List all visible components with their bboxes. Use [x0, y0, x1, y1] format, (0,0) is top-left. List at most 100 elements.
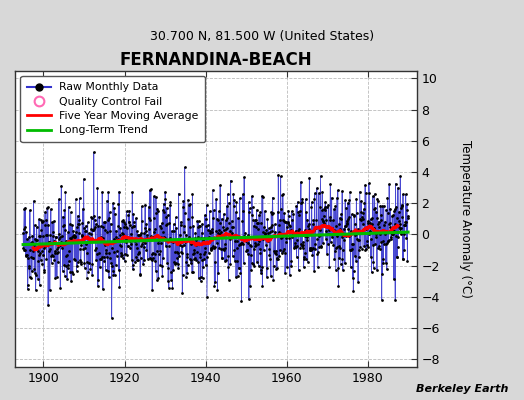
Point — [24, 265, 32, 271]
Point — [86, 266, 94, 272]
Point — [394, 244, 402, 250]
Point — [273, 256, 281, 262]
Point — [116, 224, 124, 231]
Point — [339, 247, 347, 254]
Point — [354, 278, 362, 285]
Point — [238, 191, 247, 197]
Point — [261, 230, 270, 236]
Point — [300, 250, 309, 257]
Point — [184, 236, 193, 243]
Point — [316, 244, 325, 250]
Point — [386, 224, 395, 230]
Point — [101, 242, 109, 248]
Point — [260, 234, 269, 241]
Point — [281, 270, 289, 276]
Point — [402, 235, 411, 241]
Point — [374, 244, 382, 251]
Point — [90, 149, 98, 155]
Point — [122, 235, 130, 242]
Point — [166, 235, 174, 241]
Point — [24, 254, 32, 261]
Point — [105, 250, 114, 256]
Point — [150, 193, 158, 200]
Point — [64, 229, 72, 235]
Point — [389, 228, 398, 234]
Point — [31, 287, 40, 293]
Point — [403, 215, 412, 221]
Point — [223, 225, 232, 232]
Point — [308, 199, 316, 205]
Point — [312, 225, 320, 232]
Point — [197, 234, 205, 241]
Point — [225, 219, 234, 226]
Point — [272, 255, 281, 261]
Point — [157, 225, 166, 231]
Point — [176, 239, 184, 245]
Point — [293, 199, 302, 205]
Point — [50, 218, 58, 224]
Point — [32, 224, 41, 230]
Point — [60, 222, 68, 228]
Point — [115, 284, 124, 290]
Point — [299, 242, 307, 248]
Point — [28, 232, 37, 239]
Point — [103, 229, 112, 236]
Point — [82, 241, 91, 248]
Point — [291, 227, 300, 234]
Point — [335, 221, 343, 227]
Point — [159, 229, 167, 236]
Point — [367, 254, 375, 260]
Point — [363, 238, 372, 244]
Point — [210, 245, 219, 251]
Point — [287, 226, 295, 233]
Point — [39, 252, 48, 258]
Point — [36, 233, 44, 240]
Point — [340, 237, 348, 243]
Point — [299, 264, 308, 270]
Point — [56, 285, 64, 292]
Point — [42, 256, 51, 262]
Point — [75, 220, 83, 227]
Point — [113, 237, 121, 243]
Point — [357, 209, 366, 215]
Point — [102, 250, 111, 256]
Point — [104, 214, 113, 221]
Point — [234, 233, 243, 239]
Point — [373, 267, 381, 273]
Point — [45, 238, 53, 245]
Point — [330, 227, 338, 233]
Point — [339, 267, 347, 273]
Point — [336, 244, 345, 251]
Point — [126, 230, 135, 237]
Point — [292, 254, 301, 260]
Point — [233, 244, 241, 251]
Point — [394, 234, 402, 240]
Point — [402, 206, 411, 213]
Point — [204, 240, 212, 246]
Point — [215, 227, 223, 234]
Point — [381, 260, 390, 266]
Point — [148, 250, 157, 256]
Point — [193, 218, 201, 224]
Point — [155, 251, 163, 258]
Point — [325, 214, 334, 220]
Point — [89, 227, 97, 234]
Point — [330, 255, 339, 262]
Point — [87, 226, 95, 232]
Point — [275, 253, 283, 260]
Point — [105, 209, 114, 215]
Point — [168, 237, 177, 244]
Point — [377, 296, 386, 303]
Point — [275, 229, 283, 235]
Point — [61, 189, 70, 195]
Point — [30, 241, 38, 248]
Point — [346, 232, 354, 238]
Point — [177, 249, 185, 255]
Point — [245, 205, 254, 211]
Point — [76, 257, 84, 264]
Point — [397, 224, 405, 231]
Point — [169, 267, 177, 274]
Point — [110, 249, 118, 255]
Point — [371, 205, 379, 211]
Point — [363, 220, 372, 227]
